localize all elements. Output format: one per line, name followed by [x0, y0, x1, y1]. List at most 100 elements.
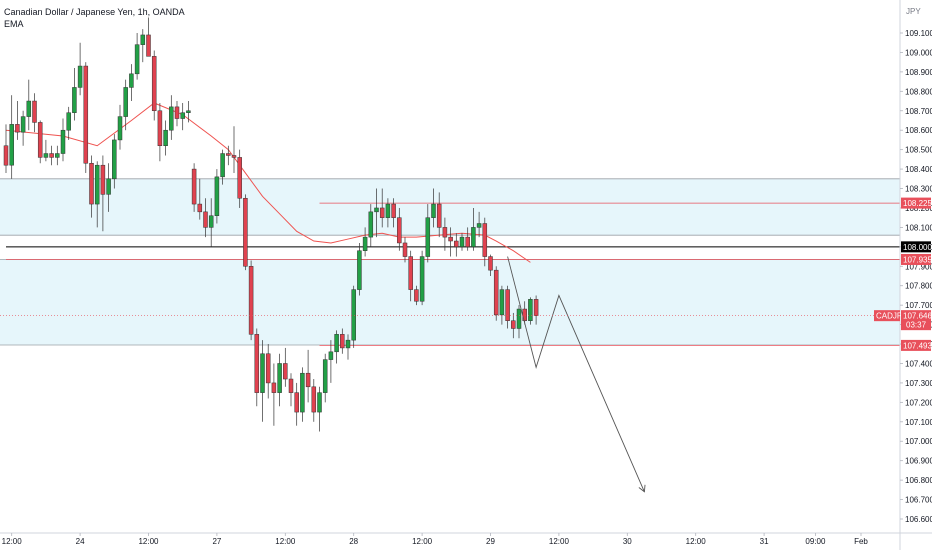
- candle[interactable]: [340, 334, 345, 349]
- candle[interactable]: [231, 155, 237, 158]
- candle[interactable]: [243, 197, 248, 267]
- candle[interactable]: [77, 65, 83, 88]
- candle[interactable]: [66, 112, 71, 131]
- candle[interactable]: [277, 363, 282, 393]
- candle[interactable]: [208, 215, 214, 228]
- candle[interactable]: [402, 242, 408, 257]
- candle[interactable]: [488, 256, 493, 271]
- candle[interactable]: [197, 203, 203, 213]
- candle[interactable]: [431, 203, 436, 218]
- level-tag-1[interactable]: [901, 241, 931, 253]
- candle[interactable]: [163, 129, 168, 147]
- candle[interactable]: [419, 256, 425, 302]
- candle[interactable]: [174, 106, 180, 119]
- zone-0[interactable]: [0, 178, 900, 236]
- candle[interactable]: [334, 334, 339, 353]
- candle[interactable]: [311, 386, 317, 413]
- projection-path[interactable]: [507, 256, 645, 492]
- zone-1[interactable]: [0, 259, 900, 346]
- candle[interactable]: [248, 266, 254, 335]
- candle[interactable]: [505, 289, 510, 321]
- candle[interactable]: [300, 372, 305, 413]
- candle[interactable]: [385, 203, 391, 218]
- candle[interactable]: [351, 289, 356, 341]
- candle[interactable]: [482, 223, 488, 257]
- candle[interactable]: [362, 236, 368, 251]
- candle[interactable]: [448, 236, 453, 242]
- candle[interactable]: [465, 236, 470, 248]
- candle[interactable]: [186, 110, 191, 113]
- candle[interactable]: [271, 382, 277, 393]
- candle[interactable]: [499, 289, 505, 316]
- candle[interactable]: [112, 139, 117, 180]
- candle[interactable]: [169, 106, 174, 131]
- candle[interactable]: [3, 145, 9, 166]
- candle[interactable]: [9, 124, 14, 166]
- candle[interactable]: [49, 153, 54, 158]
- candle[interactable]: [254, 334, 260, 393]
- candle[interactable]: [459, 236, 465, 248]
- candle[interactable]: [226, 153, 231, 156]
- level-tag-2[interactable]: [901, 253, 931, 265]
- candle[interactable]: [43, 153, 49, 158]
- candle[interactable]: [436, 203, 442, 228]
- candle[interactable]: [294, 392, 299, 413]
- candle[interactable]: [26, 100, 32, 117]
- candle[interactable]: [32, 100, 37, 123]
- candle[interactable]: [20, 116, 26, 133]
- indicator-label[interactable]: EMA: [4, 19, 24, 29]
- candle[interactable]: [368, 211, 374, 238]
- symbol-tag[interactable]: [874, 310, 900, 322]
- candle[interactable]: [237, 157, 242, 199]
- candle[interactable]: [146, 34, 151, 57]
- candle[interactable]: [317, 392, 322, 413]
- candle[interactable]: [203, 211, 208, 228]
- candle[interactable]: [260, 353, 265, 393]
- candle[interactable]: [83, 65, 89, 164]
- candle[interactable]: [117, 116, 123, 141]
- candle[interactable]: [134, 44, 140, 75]
- candle[interactable]: [220, 153, 225, 178]
- candle[interactable]: [533, 299, 539, 316]
- candle[interactable]: [37, 122, 43, 158]
- candle[interactable]: [528, 299, 533, 321]
- candle[interactable]: [15, 124, 20, 133]
- candle[interactable]: [408, 256, 413, 290]
- candle[interactable]: [454, 240, 459, 248]
- candle[interactable]: [140, 34, 146, 45]
- candle[interactable]: [516, 308, 522, 329]
- candle[interactable]: [391, 203, 396, 218]
- level-tag-0[interactable]: [901, 197, 931, 209]
- candle[interactable]: [374, 207, 379, 213]
- candle[interactable]: [288, 378, 294, 393]
- candle[interactable]: [191, 168, 197, 205]
- candle[interactable]: [283, 363, 288, 380]
- candle[interactable]: [328, 351, 334, 360]
- candle[interactable]: [180, 112, 185, 119]
- candle[interactable]: [493, 269, 499, 316]
- symbol-title[interactable]: Canadian Dollar / Japanese Yen, 1h, OAND…: [4, 7, 185, 17]
- candle[interactable]: [425, 217, 431, 257]
- candle[interactable]: [151, 56, 157, 112]
- candle[interactable]: [72, 87, 77, 113]
- candle[interactable]: [442, 227, 448, 238]
- candle[interactable]: [60, 129, 66, 154]
- candle[interactable]: [94, 164, 100, 205]
- candle[interactable]: [89, 162, 94, 205]
- candle[interactable]: [157, 110, 163, 147]
- candle[interactable]: [100, 164, 106, 195]
- candle[interactable]: [471, 227, 476, 248]
- candle[interactable]: [265, 353, 271, 384]
- candle[interactable]: [214, 176, 220, 216]
- candle[interactable]: [106, 178, 111, 195]
- candle[interactable]: [397, 217, 402, 244]
- candle[interactable]: [357, 250, 362, 290]
- candle[interactable]: [511, 320, 516, 329]
- last-price-tag[interactable]: [901, 310, 931, 331]
- candle[interactable]: [305, 372, 311, 388]
- currency-label[interactable]: JPY: [906, 7, 921, 16]
- level-tag-3[interactable]: [901, 339, 931, 351]
- candle[interactable]: [414, 289, 419, 302]
